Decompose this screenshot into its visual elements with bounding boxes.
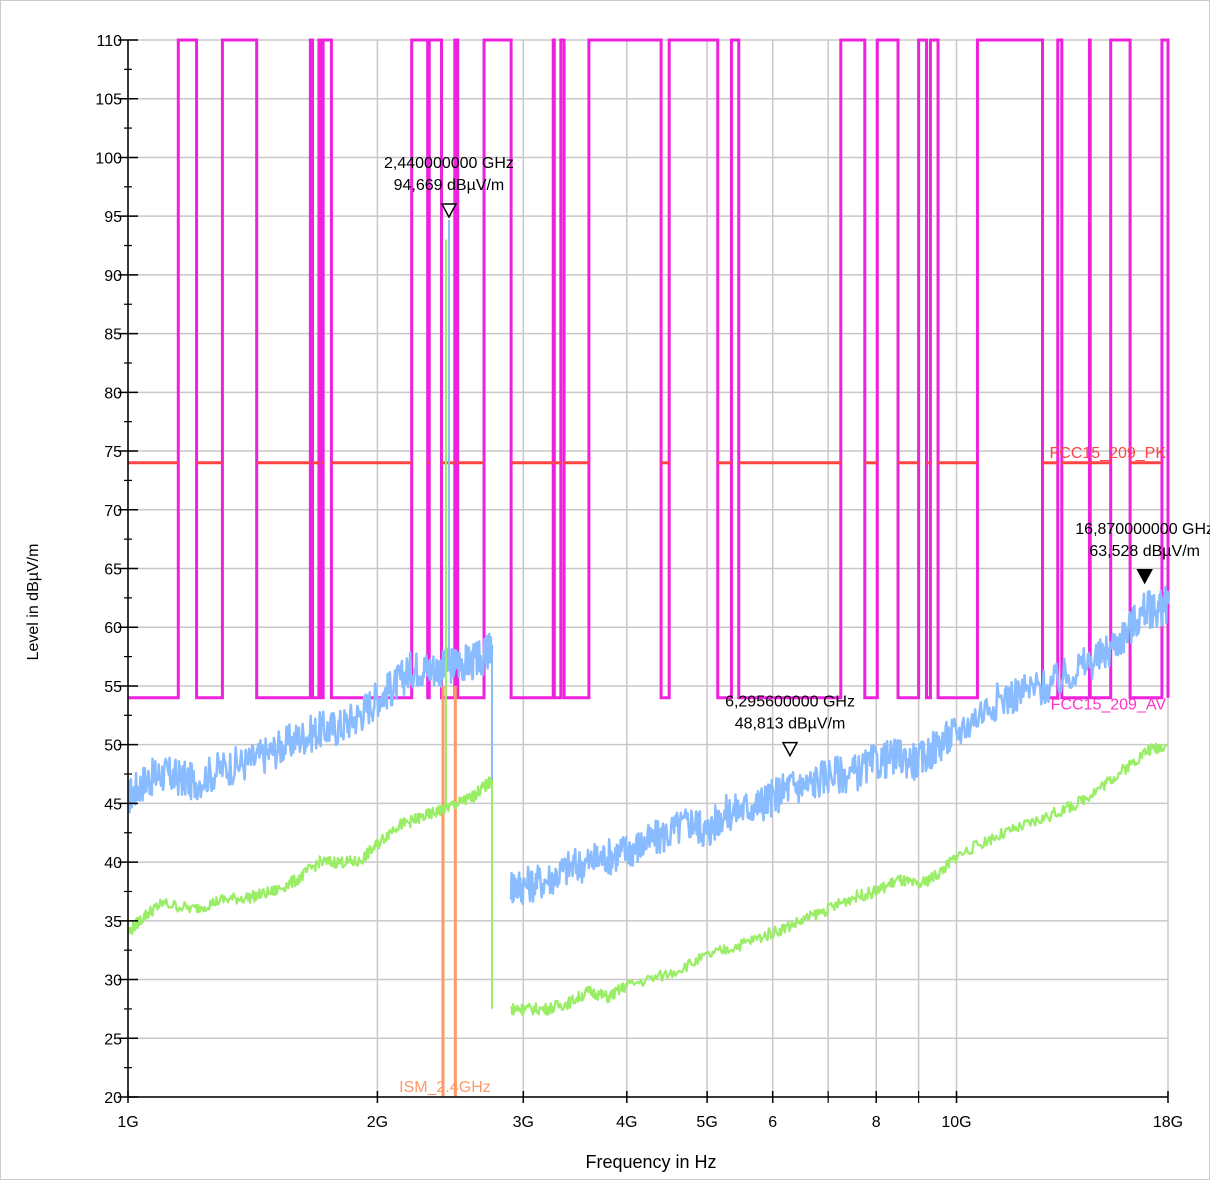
annotations: FCC15_209_PK FCC15_209_AV ISM_2.4GHz 2,4400… — [384, 155, 1210, 1096]
marker-level: 94,669 dBµV/m — [394, 177, 505, 194]
x-tick-label: 2G — [367, 1114, 388, 1131]
trace-line — [126, 776, 494, 936]
x-tick-label: 5G — [696, 1114, 717, 1131]
marker-frequency: 2,440000000 GHz — [384, 155, 514, 172]
grid-lines — [127, 39, 1169, 1098]
x-tick-label: 1G — [117, 1114, 138, 1131]
y-tick-label: 50 — [104, 738, 122, 755]
marker-frequency: 6,295600000 GHz — [725, 694, 855, 711]
marker-level: 48,813 dBµV/m — [735, 716, 846, 733]
marker-frequency: 16,870000000 GHz — [1075, 521, 1210, 538]
y-tick-label: 85 — [104, 327, 122, 344]
y-tick-label: 70 — [104, 503, 122, 520]
x-tick-label: 8 — [872, 1114, 881, 1131]
x-tick-label: 6 — [768, 1114, 777, 1131]
marker-triangle — [1136, 569, 1153, 585]
y-tick-label: 95 — [104, 209, 122, 226]
trace-line — [509, 585, 1170, 906]
x-tick-label: 18G — [1153, 1114, 1183, 1131]
trace-line — [126, 632, 494, 814]
measurement-traces — [126, 220, 1170, 1016]
marker-triangle — [440, 203, 458, 219]
y-tick-label: 55 — [104, 679, 122, 696]
y-tick-label: 20 — [104, 1090, 122, 1107]
average-limit-label: FCC15_209_AV — [1051, 697, 1167, 714]
x-tick-label: 10G — [941, 1114, 971, 1131]
x-tick-label: 3G — [513, 1114, 534, 1131]
y-axis-label: Level in dBµV/m — [25, 544, 42, 661]
peak-limit-label: FCC15_209_PK — [1049, 445, 1166, 462]
band-lines — [128, 38, 1170, 1097]
y-tick-label: 45 — [104, 796, 122, 813]
y-tick-label: 90 — [104, 268, 122, 285]
y-tick-label: 80 — [104, 385, 122, 402]
y-tick-label: 35 — [104, 914, 122, 931]
y-tick-label: 65 — [104, 562, 122, 579]
y-tick-label: 110 — [96, 33, 122, 50]
average-limit-line — [128, 38, 1170, 700]
axes: 20 25 30 35 40 45 50 55 60 65 70 75 80 85 90 95 100 105 11… — [95, 33, 1183, 1131]
y-tick-label: 100 — [95, 150, 122, 167]
y-tick-label: 105 — [95, 92, 122, 109]
trace-line — [510, 742, 1169, 1016]
y-tick-label: 40 — [104, 855, 122, 872]
marker-triangle — [781, 741, 799, 758]
y-tick-label: 60 — [104, 620, 122, 637]
y-tick-label: 30 — [104, 973, 122, 990]
x-axis-label: Frequency in Hz — [585, 1152, 716, 1172]
ism-band-label: ISM_2.4GHz — [399, 1079, 491, 1096]
x-tick-label: 4G — [616, 1114, 637, 1131]
marker-level: 63,528 dBµV/m — [1089, 543, 1200, 560]
y-tick-label: 25 — [104, 1031, 122, 1048]
y-tick-label: 75 — [104, 444, 122, 461]
